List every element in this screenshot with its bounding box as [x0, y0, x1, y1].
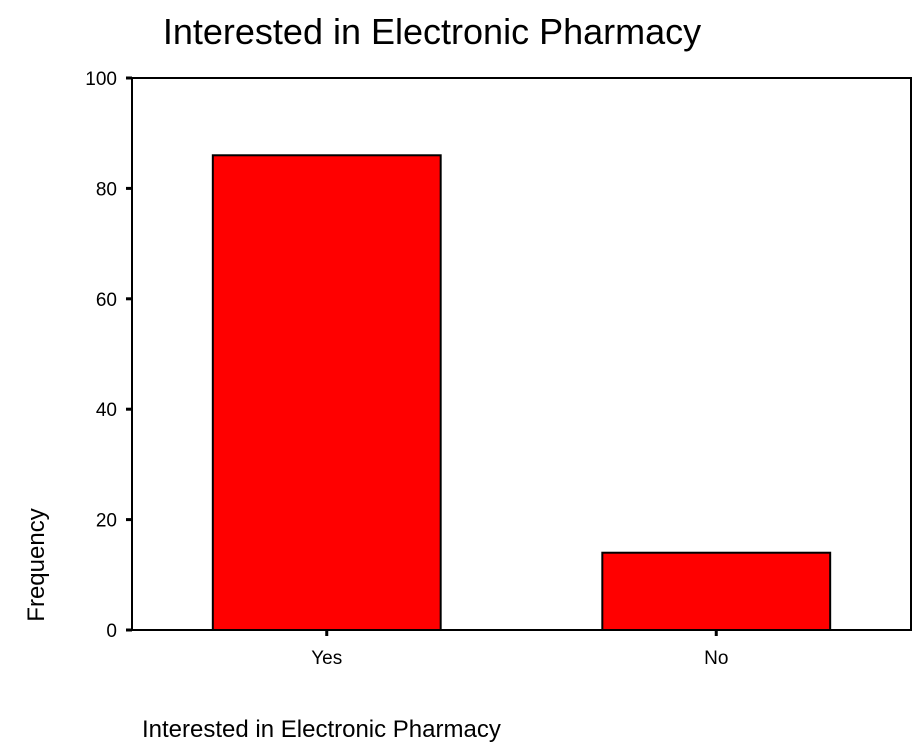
bar-yes [211, 154, 442, 631]
x-tick-label: No [704, 648, 728, 669]
y-tick-label: 20 [96, 511, 117, 532]
y-tick-label: 80 [96, 179, 117, 200]
plot-frame [131, 77, 912, 631]
y-tick-label: 60 [96, 290, 117, 311]
y-axis-label: Frequency [23, 508, 50, 621]
y-tick-label: 40 [96, 400, 117, 421]
y-tick-label: 100 [85, 69, 117, 90]
y-tick-label: 0 [106, 621, 117, 642]
chart-title: Interested in Electronic Pharmacy [163, 11, 701, 52]
bar-no [601, 551, 832, 631]
x-axis-label: Interested in Electronic Pharmacy [142, 716, 501, 742]
x-tick-label: Yes [311, 648, 342, 669]
plot-area: 0 20 40 60 80 100 Yes No [85, 69, 912, 669]
